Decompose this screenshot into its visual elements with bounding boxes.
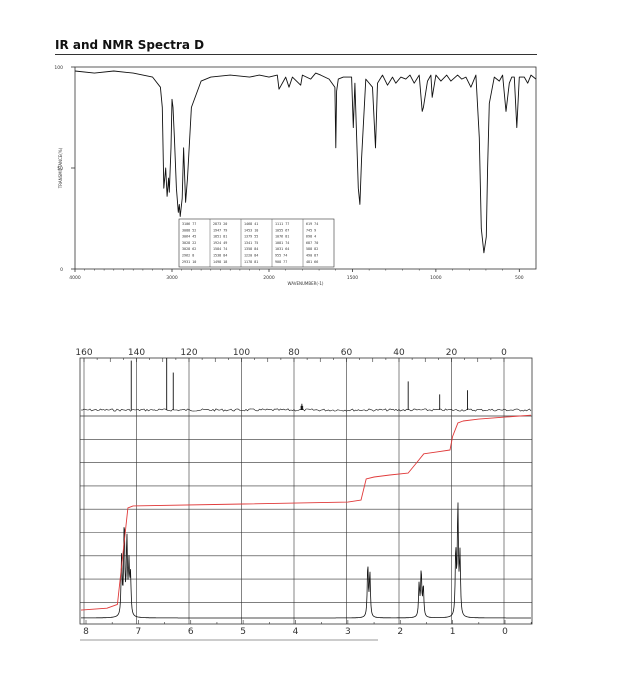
- ir-peak-table-cell: 1341 75: [244, 241, 258, 245]
- ir-y-tick-label: 100: [54, 65, 63, 71]
- ir-peak-table-cell: 1076 81: [275, 235, 289, 239]
- ir-peak-table-cell: 3064 45: [182, 235, 196, 239]
- ir-peak-table-cell: 2962 8: [182, 254, 194, 258]
- c13-x-tick-label: 120: [180, 348, 197, 358]
- c13-x-tick-label: 100: [233, 348, 250, 358]
- c13-x-tick-label: 60: [341, 348, 353, 358]
- ir-peak-table-cell: 1584 74: [213, 247, 227, 251]
- h1-x-tick-label: 3: [345, 627, 351, 637]
- c13-x-tick-label: 20: [446, 348, 458, 358]
- ir-peak-table-cell: 955 74: [275, 254, 287, 258]
- ir-peak-table-cell: 1453 10: [244, 228, 258, 232]
- ir-peak-table-cell: 1924 49: [213, 241, 227, 245]
- h1-x-tick-label: 7: [136, 627, 142, 637]
- ir-x-tick-label: 500: [515, 275, 524, 281]
- ir-y-tick-label: 0: [60, 267, 63, 273]
- ir-peak-table-cell: 1178 81: [244, 260, 258, 264]
- ir-x-tick-label: 1000: [430, 275, 442, 281]
- ir-peak-table-cell: 3028 22: [182, 241, 196, 245]
- ir-peak-table-cell: 908 77: [275, 260, 287, 264]
- ir-peak-table-cell: 2873 20: [213, 222, 227, 226]
- ir-spectrum-line: [74, 70, 537, 254]
- c13-x-tick-label: 160: [75, 348, 92, 358]
- ir-spectrum-chart: 4000 3000 2000 1500 1000 500100500WAVENUMBER(…: [54, 65, 537, 286]
- ir-peak-table-cell: 1111 77: [275, 222, 289, 226]
- ir-y-axis-label: TRANSMITTANCE(%): [58, 147, 63, 189]
- ir-peak-table-cell: 1498 18: [213, 260, 227, 264]
- ir-peak-table-cell: 1055 67: [275, 228, 289, 232]
- ir-peak-table-cell: 3028 62: [182, 247, 196, 251]
- page-title: IR and NMR Spectra D: [55, 38, 205, 52]
- h1-x-tick-label: 6: [188, 627, 194, 637]
- h1-spectrum-line: [81, 502, 531, 619]
- h1-x-tick-label: 8: [83, 627, 89, 637]
- nmr-plot-frame: [79, 357, 533, 625]
- ir-peak-table-cell: 3106 77: [182, 222, 196, 226]
- c13-x-tick-label: 40: [393, 348, 405, 358]
- ir-x-tick-label: 1500: [347, 275, 359, 281]
- ir-peak-table-cell: 745 9: [306, 228, 316, 232]
- ir-peak-table-cell: 1851 81: [213, 235, 227, 239]
- ir-peak-table-cell: 1379 55: [244, 235, 258, 239]
- ir-peak-table-cell: 588 82: [306, 247, 318, 251]
- ir-peak-table-cell: 619 74: [306, 222, 318, 226]
- ir-peak-table-cell: 1947 79: [213, 228, 227, 232]
- ir-x-tick-label: 4000: [69, 275, 81, 281]
- ir-peak-table-cell: 1468 41: [244, 222, 258, 226]
- ir-peak-table-cell: 481 66: [306, 260, 318, 264]
- h1-x-tick-label: 1: [450, 627, 456, 637]
- ir-x-tick-label: 3000: [166, 275, 178, 281]
- h1-x-tick-label: 4: [293, 627, 299, 637]
- ir-peak-table-cell: 1081 74: [275, 241, 289, 245]
- ir-peak-table-cell: 1358 84: [244, 247, 258, 251]
- c13-x-tick-label: 140: [128, 348, 145, 358]
- h1-x-tick-label: 5: [240, 627, 246, 637]
- c13-x-tick-label: 0: [501, 348, 507, 358]
- ir-peak-table-cell: 3088 52: [182, 228, 196, 232]
- ir-x-tick-label: 2000: [263, 275, 275, 281]
- ir-peak-table-cell: 687 70: [306, 241, 318, 245]
- title-rule: [55, 54, 537, 55]
- ir-peak-table-cell: 2931 10: [182, 260, 196, 264]
- ir-peak-table-cell: 1031 64: [275, 247, 289, 251]
- ir-y-tick-label: 50: [57, 166, 63, 172]
- c13-baseline: [80, 408, 532, 412]
- nmr-spectrum-chart: 160 140 120 100 80 60 40 20 0 8 7 6 5 4 3 2 1 0: [75, 348, 533, 641]
- ir-peak-table-cell: 490 87: [306, 254, 318, 258]
- ir-peak-table: [178, 218, 335, 268]
- c13-x-tick-label: 80: [288, 348, 300, 358]
- h1-integral-curve: [80, 414, 532, 611]
- ir-peak-table-cell: 1220 84: [244, 254, 258, 258]
- ir-peak-table-cell: 1538 84: [213, 254, 227, 258]
- ir-x-axis-label: WAVENUMBER(-1): [287, 281, 323, 286]
- h1-x-tick-label: 0: [502, 627, 508, 637]
- ir-peak-table-cell: 698 4: [306, 235, 316, 239]
- h1-x-tick-label: 2: [397, 627, 403, 637]
